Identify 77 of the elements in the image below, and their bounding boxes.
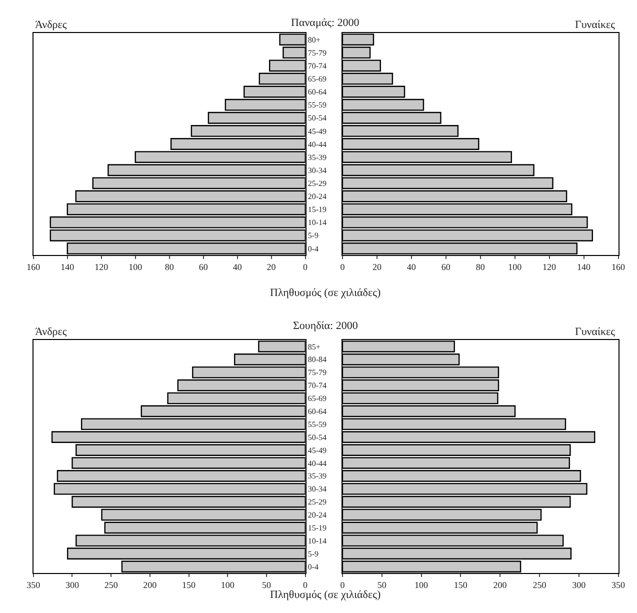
x-tick-label: 0 (303, 580, 308, 590)
x-tick-label: 80 (164, 262, 174, 272)
x-tick-label: 300 (572, 580, 586, 590)
x-tick-label: 80 (476, 262, 486, 272)
y-tick-label: 80+ (308, 35, 321, 44)
chart-title: Παναμάς: 2000 (291, 17, 360, 29)
x-tick-label: 0 (340, 262, 346, 272)
y-tick-label: 20-24 (308, 192, 327, 202)
x-tick-label: 20 (372, 262, 382, 272)
y-tick-label: 35-39 (308, 152, 327, 162)
text: Άνδρες (35, 326, 68, 338)
x-tick-label: 100 (508, 262, 522, 272)
y-tick-label: 70-74 (308, 381, 327, 390)
x-tick-label: 160 (26, 262, 41, 272)
x-tick-label: 100 (414, 580, 429, 590)
x-tick-label: 100 (128, 262, 143, 272)
x-axis-title: Πληθυσμός (σε χιλιάδες) (270, 287, 381, 299)
x-tick-label: 350 (612, 580, 626, 590)
y-tick-label: 10-14 (308, 536, 327, 546)
y-tick-label: 15-19 (308, 523, 327, 532)
x-tick-label: 150 (182, 580, 196, 590)
x-tick-label: 60 (441, 262, 451, 272)
y-tick-label: 35-39 (308, 472, 327, 481)
x-tick-label: 20 (266, 262, 276, 272)
x-tick-label: 50 (262, 580, 272, 590)
x-tick-label: 60 (198, 262, 208, 272)
x-tick-label: 250 (104, 580, 118, 590)
x-tick-label: 0 (303, 262, 308, 272)
y-tick-label: 45-49 (308, 446, 327, 455)
y-tick-label: 10-14 (308, 218, 327, 228)
x-tick-label: 300 (65, 580, 80, 590)
x-tick-label: 140 (577, 262, 592, 272)
y-tick-label: 25-29 (308, 178, 327, 188)
y-tick-label: 20-24 (308, 510, 327, 520)
x-tick-label: 120 (94, 262, 109, 272)
x-tick-label: 200 (143, 580, 158, 590)
text: Άνδρες (35, 19, 68, 31)
text: Γυναίκες (575, 326, 616, 338)
x-tick-label: 350 (26, 580, 41, 590)
y-tick-label: 80-84 (308, 355, 327, 364)
y-tick-label: 55-59 (308, 100, 327, 110)
x-tick-label: 200 (493, 580, 508, 590)
y-tick-label: 55-59 (308, 420, 327, 429)
x-tick-label: 150 (454, 580, 468, 590)
y-tick-label: 85+ (308, 342, 321, 352)
y-tick-label: 5-9 (308, 549, 319, 558)
y-tick-label: 50-54 (308, 432, 327, 442)
y-tick-label: 65-69 (308, 394, 327, 404)
y-tick-label: 75-79 (308, 48, 327, 58)
y-tick-label: 70-74 (308, 61, 327, 70)
x-tick-label: 100 (220, 580, 235, 590)
y-tick-label: 5-9 (308, 231, 319, 240)
y-tick-label: 0-4 (308, 244, 319, 254)
x-tick-label: 140 (60, 262, 75, 272)
y-tick-label: 75-79 (308, 368, 327, 378)
y-tick-label: 40-44 (308, 458, 327, 468)
x-tick-label: 0 (340, 580, 346, 590)
x-tick-label: 250 (532, 580, 547, 590)
y-tick-label: 30-34 (308, 484, 327, 494)
x-tick-label: 120 (542, 262, 557, 272)
y-tick-label: 50-54 (308, 114, 327, 123)
x-tick-label: 160 (612, 262, 626, 272)
y-tick-label: 0-4 (308, 562, 319, 572)
chart-title: Σουηδία: 2000 (293, 320, 358, 332)
text: Γυναίκες (575, 19, 616, 31)
y-tick-label: 25-29 (308, 498, 327, 507)
y-tick-label: 30-34 (308, 166, 327, 175)
y-tick-label: 60-64 (308, 88, 327, 97)
x-tick-label: 40 (232, 262, 242, 272)
x-tick-label: 40 (406, 262, 416, 272)
y-tick-label: 40-44 (308, 140, 327, 149)
y-tick-label: 15-19 (308, 205, 327, 214)
x-tick-label: 50 (377, 580, 387, 590)
y-tick-label: 65-69 (308, 74, 327, 84)
y-tick-label: 60-64 (308, 406, 327, 416)
x-axis-title: Πληθυσμός (σε χιλιάδες) (270, 589, 381, 601)
y-tick-label: 45-49 (308, 126, 327, 136)
